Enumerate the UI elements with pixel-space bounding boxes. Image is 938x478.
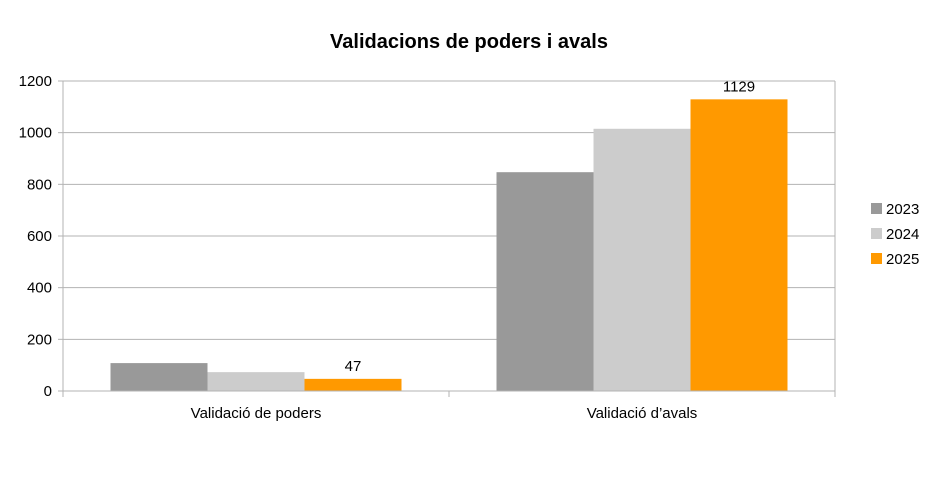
legend-swatch — [871, 228, 882, 239]
y-tick-label: 600 — [27, 228, 52, 245]
legend-label: 2025 — [886, 251, 919, 268]
x-tick-label: Validació de poders — [191, 405, 322, 422]
y-tick-label: 800 — [27, 176, 52, 193]
x-tick-label: Validació d’avals — [587, 405, 698, 422]
legend-label: 2024 — [886, 226, 919, 243]
bar-2025 — [304, 378, 402, 391]
data-label: 1129 — [723, 78, 755, 95]
bar-2023 — [496, 172, 594, 391]
legend-label: 2023 — [886, 201, 919, 218]
y-tick-label: 200 — [27, 331, 52, 348]
y-tick-label: 1200 — [19, 73, 52, 90]
bar-2024 — [207, 372, 305, 391]
chart-title: Validacions de poders i avals — [330, 31, 608, 53]
legend-swatch — [871, 253, 882, 264]
bar-2025 — [690, 99, 788, 391]
y-tick-label: 0 — [44, 383, 52, 400]
bar-2023 — [110, 363, 208, 391]
legend-swatch — [871, 203, 882, 214]
bar-2024 — [593, 128, 691, 391]
y-tick-label: 400 — [27, 280, 52, 297]
data-label: 47 — [345, 358, 362, 375]
y-tick-label: 1000 — [19, 125, 52, 142]
